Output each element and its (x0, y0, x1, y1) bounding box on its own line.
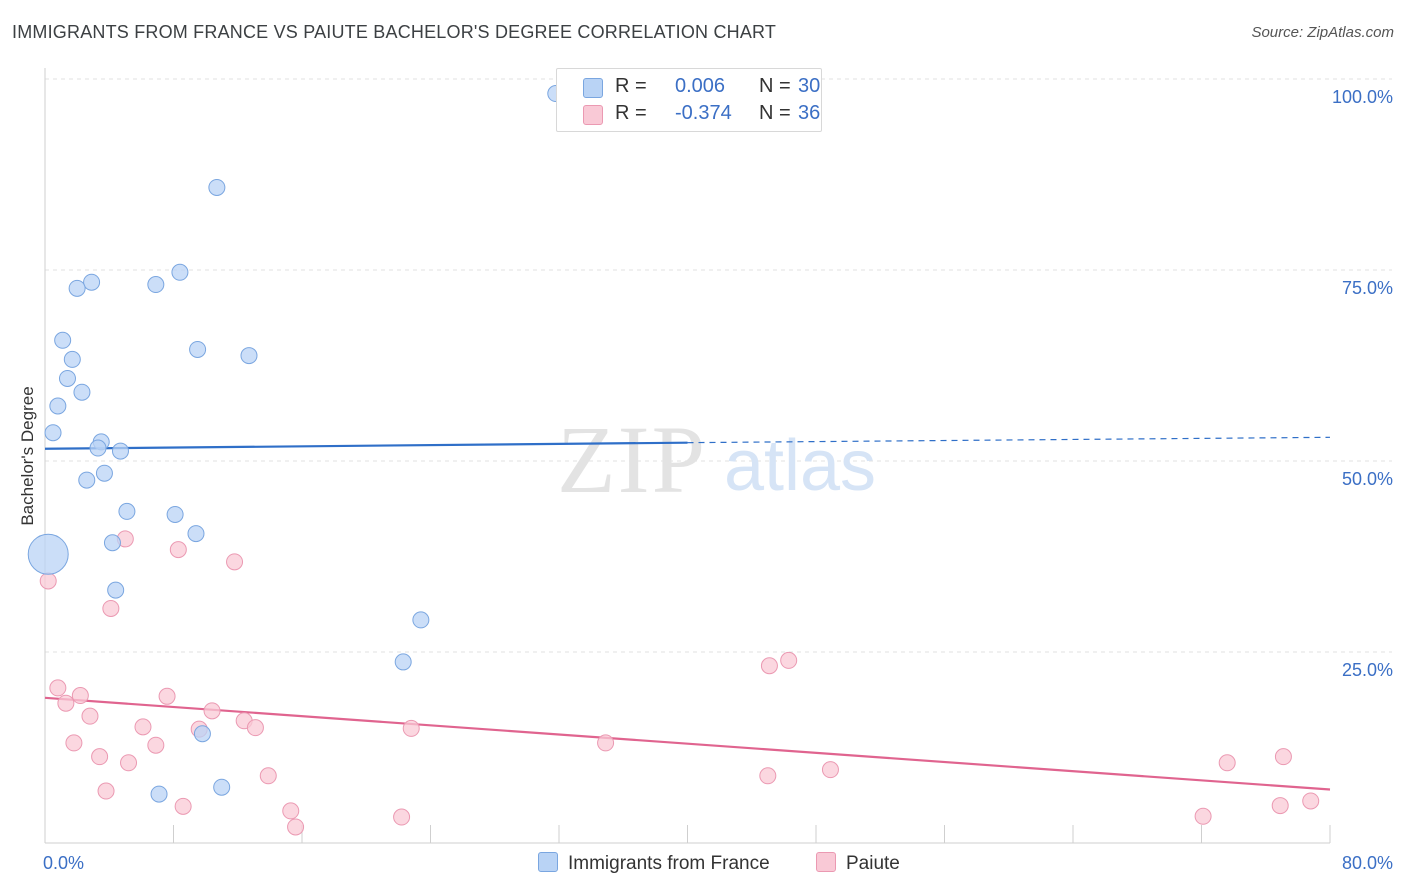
watermark: ZIP atlas (557, 406, 876, 513)
data-point (259, 767, 277, 785)
data-point (89, 439, 107, 457)
data-point (111, 442, 129, 460)
data-point (193, 725, 211, 743)
y-tick-label: 100.0% (1332, 87, 1393, 107)
data-point (39, 572, 57, 590)
data-point (1302, 792, 1320, 810)
data-point (49, 679, 67, 697)
data-point (65, 734, 83, 752)
data-point (97, 782, 115, 800)
data-point (208, 178, 226, 196)
data-point (103, 534, 121, 552)
data-point (394, 653, 412, 671)
data-points (27, 85, 1320, 836)
data-point (213, 778, 231, 796)
data-point (95, 464, 113, 482)
data-point (246, 719, 264, 737)
legend-n-label: N = (759, 102, 791, 124)
data-point (73, 383, 91, 401)
bottom-legend-swatch-france (538, 852, 558, 872)
data-point (158, 687, 176, 705)
data-point (821, 761, 839, 779)
data-point (1218, 754, 1236, 772)
data-point (187, 525, 205, 543)
bottom-legend-label-france: Immigrants from France (568, 853, 770, 874)
axes (44, 68, 1331, 844)
data-point (27, 533, 69, 575)
data-point (760, 657, 778, 675)
data-point (412, 611, 430, 629)
legend-r-label: R = (615, 75, 647, 97)
legend-n-value: 30 (798, 75, 821, 97)
legend-r-value: -0.374 (675, 102, 732, 124)
bottom-legend-france: Immigrants from France (538, 852, 770, 875)
data-point (68, 279, 86, 297)
data-point (63, 350, 81, 368)
source-label: Source: ZipAtlas.com (1251, 24, 1394, 41)
legend-swatch-france (583, 78, 603, 98)
data-point (1274, 748, 1292, 766)
data-point (1194, 807, 1212, 825)
data-point (759, 767, 777, 785)
legend-r-value: 0.006 (675, 75, 726, 97)
chart-title: IMMIGRANTS FROM FRANCE VS PAIUTE BACHELO… (12, 22, 777, 42)
data-point (78, 471, 96, 489)
trend-line-1 (44, 696, 1331, 791)
data-point (166, 505, 184, 523)
tick-labels: 25.0% 50.0% 75.0% 100.0% 0.0% 80.0% (43, 87, 1393, 873)
y-tick-label: 75.0% (1342, 278, 1393, 298)
data-point (171, 263, 189, 281)
data-point (597, 734, 615, 752)
data-point (147, 736, 165, 754)
trend-lines (44, 436, 1331, 791)
data-point (174, 797, 192, 815)
bottom-legend-label-paiute: Paiute (846, 853, 900, 874)
data-point (120, 754, 138, 772)
legend-swatch-paiute (583, 105, 603, 125)
legend-r-label: R = (615, 102, 647, 124)
y-tick-label: 50.0% (1342, 469, 1393, 489)
legend-n-label: N = (759, 75, 791, 97)
data-point (780, 651, 798, 669)
bottom-legend-swatch-paiute (816, 852, 836, 872)
data-point (147, 276, 165, 294)
data-point (107, 581, 125, 599)
x-tick-label: 0.0% (43, 853, 84, 873)
data-point (393, 808, 411, 826)
y-tick-label: 25.0% (1342, 660, 1393, 680)
data-point (44, 424, 62, 442)
data-point (169, 541, 187, 559)
data-point (1271, 797, 1289, 815)
data-point (57, 694, 75, 712)
data-point (71, 687, 89, 705)
gridlines (45, 78, 1392, 653)
data-point (240, 347, 258, 365)
data-point (58, 369, 76, 387)
legend: R = 0.006 N = 30 R = -0.374 N = 36 (556, 68, 822, 132)
data-point (402, 719, 420, 737)
watermark-atlas: atlas (724, 426, 876, 506)
data-point (150, 785, 168, 803)
data-point (83, 273, 101, 291)
data-point (102, 599, 120, 617)
legend-n-value: 36 (798, 102, 821, 124)
trend-line-extension-0 (687, 436, 1331, 444)
x-tick-label: 80.0% (1342, 853, 1393, 873)
data-point (282, 802, 300, 820)
data-point (134, 718, 152, 736)
data-point (49, 397, 67, 415)
data-point (189, 340, 207, 358)
data-point (226, 553, 244, 571)
data-point (91, 748, 109, 766)
trend-line-0 (44, 441, 688, 450)
data-point (203, 702, 221, 720)
data-point (54, 331, 72, 349)
data-point (287, 818, 305, 836)
y-axis-title: Bachelor's Degree (18, 386, 37, 526)
data-point (118, 502, 136, 520)
watermark-zip: ZIP (557, 406, 707, 513)
data-point (81, 707, 99, 725)
bottom-legend-paiute: Paiute (816, 852, 900, 875)
